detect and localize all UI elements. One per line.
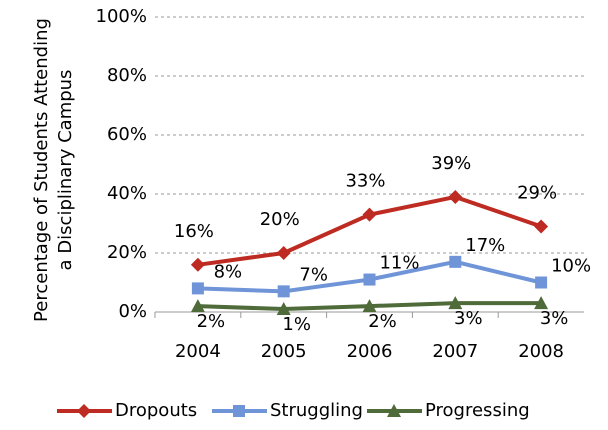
data-label: 39% (431, 153, 471, 174)
y-tick-label: 0% (118, 301, 147, 322)
data-label: 20% (260, 209, 300, 230)
data-label: 2% (197, 311, 226, 332)
y-axis-label: a Disciplinary Campus (55, 70, 76, 271)
data-label: 10% (551, 256, 591, 277)
marker (363, 273, 376, 286)
legend-label: Progressing (425, 400, 530, 421)
data-label: 2% (368, 311, 397, 332)
data-label: 16% (174, 221, 214, 242)
marker (362, 207, 377, 222)
y-tick-label: 20% (107, 242, 147, 263)
marker (362, 299, 377, 313)
x-tick-label: 2005 (261, 341, 307, 362)
y-tick-label: 100% (96, 6, 147, 27)
marker (534, 296, 549, 310)
data-label: 33% (345, 171, 385, 192)
marker (276, 302, 291, 316)
marker (535, 276, 548, 289)
y-axis-label: Percentage of Students Attending (31, 18, 52, 322)
data-label: 3% (454, 308, 483, 329)
data-label: 1% (282, 314, 311, 335)
x-tick-label: 2007 (432, 341, 478, 362)
data-label: 7% (299, 264, 328, 285)
legend-label: Dropouts (115, 400, 197, 421)
marker (191, 282, 204, 295)
marker (276, 246, 291, 260)
data-label: 8% (214, 261, 243, 282)
marker (277, 285, 290, 298)
y-tick-label: 80% (107, 65, 147, 86)
marker (448, 189, 463, 204)
data-label: 3% (540, 308, 569, 329)
marker (449, 255, 462, 268)
x-tick-label: 2008 (518, 341, 564, 362)
marker (387, 404, 401, 417)
marker (448, 296, 463, 310)
y-tick-label: 60% (107, 124, 147, 145)
data-label: 11% (379, 253, 419, 274)
y-tick-label: 40% (107, 183, 147, 204)
marker (233, 405, 245, 417)
legend-label: Struggling (270, 400, 363, 421)
marker (534, 219, 549, 234)
data-label: 17% (465, 235, 505, 256)
marker (190, 299, 205, 313)
marker (77, 404, 91, 418)
data-label: 29% (517, 182, 557, 203)
x-tick-label: 2004 (175, 341, 221, 362)
x-tick-label: 2006 (347, 341, 393, 362)
marker (190, 257, 205, 272)
